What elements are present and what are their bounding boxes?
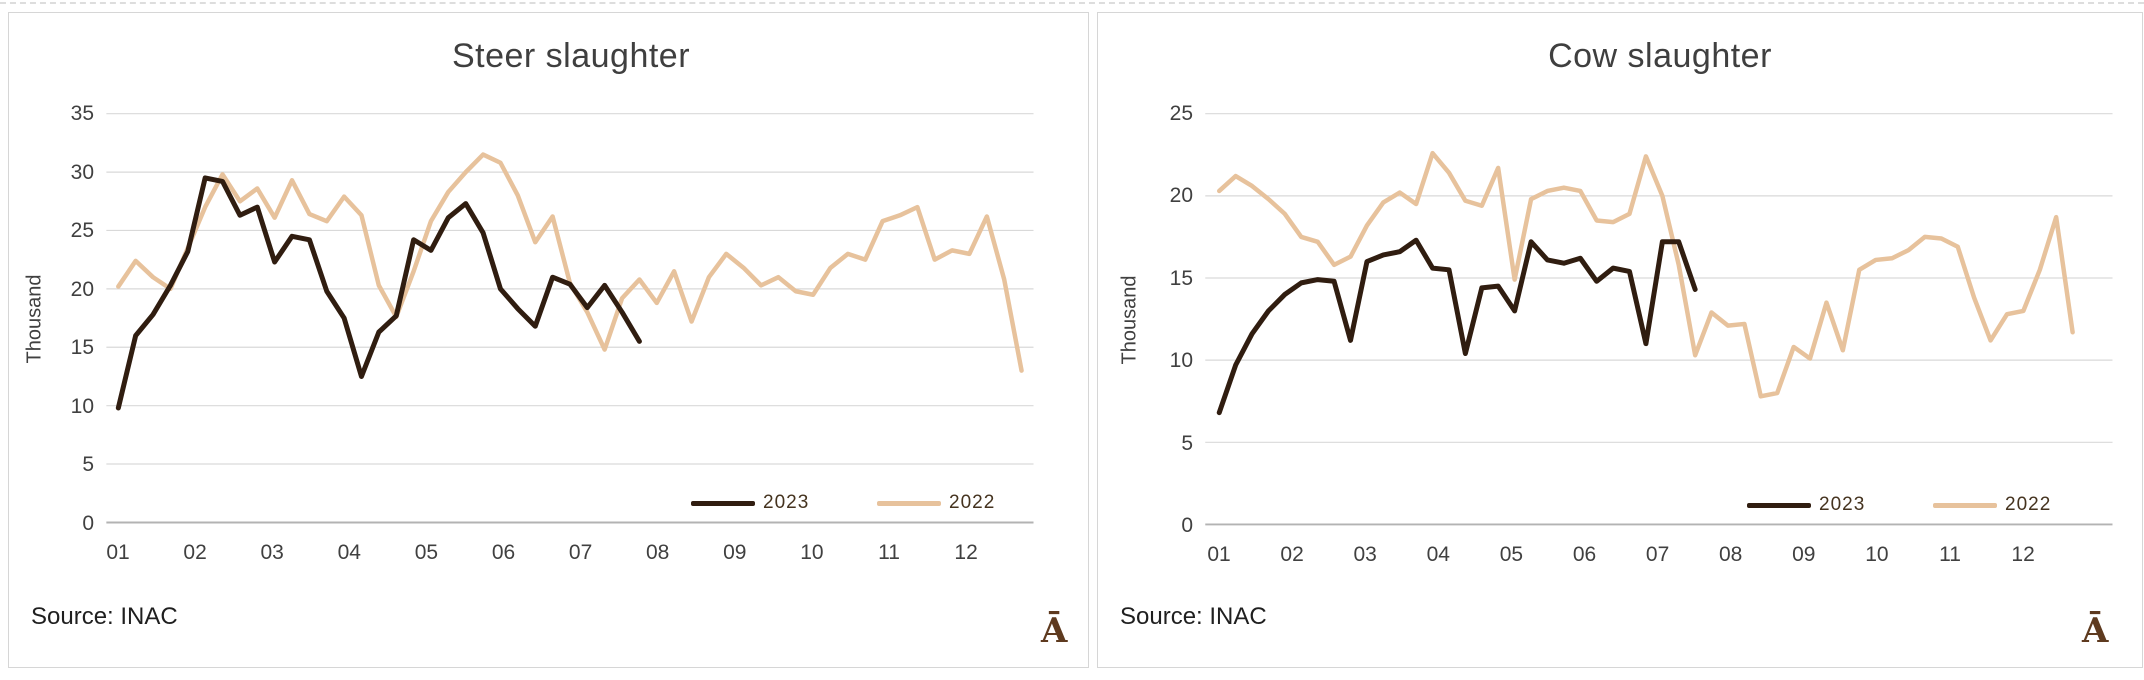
x-tick-label: 06 (491, 541, 516, 564)
x-tick-label: 03 (1353, 543, 1377, 566)
y-tick-label: 20 (1169, 184, 1193, 208)
x-tick-label: 12 (2011, 543, 2035, 566)
y-tick-label: 0 (82, 512, 94, 535)
cow-source-note: Source: INAC (1120, 603, 1267, 630)
x-tick-label: 04 (1426, 543, 1450, 566)
series-line-2023 (115, 175, 642, 411)
steer-legend-swatch-2023 (691, 500, 755, 506)
y-tick-label: 15 (70, 336, 94, 360)
x-tick-label: 10 (1865, 543, 1889, 566)
cow-logo-glyph: Ā (2082, 611, 2109, 651)
cow-chart-panel[interactable]: Cow slaughter Thousand 0 5 10 15 20 25 01 02 03… (1097, 12, 2143, 668)
steer-legend-item-2022[interactable]: 2022 (877, 491, 995, 515)
cow-legend-label-2022: 2022 (2005, 494, 2052, 515)
x-tick-label: 01 (1207, 543, 1231, 566)
y-tick-label: 5 (1181, 431, 1193, 455)
steer-logo-glyph: Ā (1041, 611, 1068, 651)
y-tick-label: 25 (1169, 102, 1193, 125)
y-tick-label: 35 (70, 102, 94, 125)
y-tick-label: 0 (1181, 514, 1193, 537)
cow-legend-swatch-2023 (1747, 502, 1811, 508)
steer-legend-swatch-2022 (877, 500, 941, 506)
x-tick-label: 02 (183, 541, 207, 564)
steer-chart-title: Steer slaughter (451, 37, 691, 75)
x-tick-label: 08 (1719, 543, 1743, 566)
y-tick-label: 10 (70, 394, 94, 418)
steer-legend-item-2023[interactable]: 2023 (691, 491, 809, 515)
steer-chart-panel[interactable]: Steer slaughter Thousand 0 5 10 15 20 25 30 35 … (8, 12, 1089, 668)
x-tick-label: 01 (106, 541, 130, 564)
cow-chart-title: Cow slaughter (1548, 37, 1772, 75)
y-tick-label: 30 (70, 160, 94, 184)
x-tick-label: 04 (337, 541, 361, 564)
x-tick-label: 06 (1572, 543, 1597, 566)
x-tick-label: 09 (1792, 543, 1816, 566)
steer-legend-label-2023: 2023 (763, 492, 810, 513)
y-tick-label: 10 (1169, 349, 1193, 373)
cow-plot-area (1205, 113, 2113, 526)
series-line-2022 (116, 152, 1024, 373)
y-tick-label: 25 (70, 219, 94, 243)
cutoff-top-line (0, 2, 2144, 4)
steer-source-note: Source: INAC (31, 603, 178, 630)
x-tick-label: 11 (1939, 543, 1961, 566)
x-tick-label: 09 (723, 541, 747, 564)
x-tick-label: 08 (646, 541, 670, 564)
x-tick-label: 05 (414, 541, 439, 564)
x-tick-label: 05 (1499, 543, 1524, 566)
cow-legend-item-2022[interactable]: 2022 (1933, 493, 2051, 517)
x-tick-label: 11 (878, 541, 900, 564)
y-tick-label: 5 (82, 453, 94, 477)
y-tick-label: 20 (70, 277, 94, 301)
y-tick-label: 15 (1169, 266, 1193, 290)
cow-legend-item-2023[interactable]: 2023 (1747, 493, 1865, 517)
steer-legend-label-2022: 2022 (949, 492, 996, 513)
cow-legend-label-2023: 2023 (1819, 494, 1866, 515)
x-tick-label: 07 (568, 541, 593, 564)
x-tick-label: 07 (1645, 543, 1670, 566)
x-tick-label: 03 (260, 541, 284, 564)
series-line-2023 (1216, 237, 1698, 416)
steer-plot-area (106, 113, 1034, 524)
cow-legend-swatch-2022 (1933, 502, 1997, 508)
x-tick-label: 12 (954, 541, 978, 564)
x-tick-label: 02 (1280, 543, 1304, 566)
x-tick-label: 10 (800, 541, 824, 564)
series-line-2022 (1216, 150, 2075, 399)
